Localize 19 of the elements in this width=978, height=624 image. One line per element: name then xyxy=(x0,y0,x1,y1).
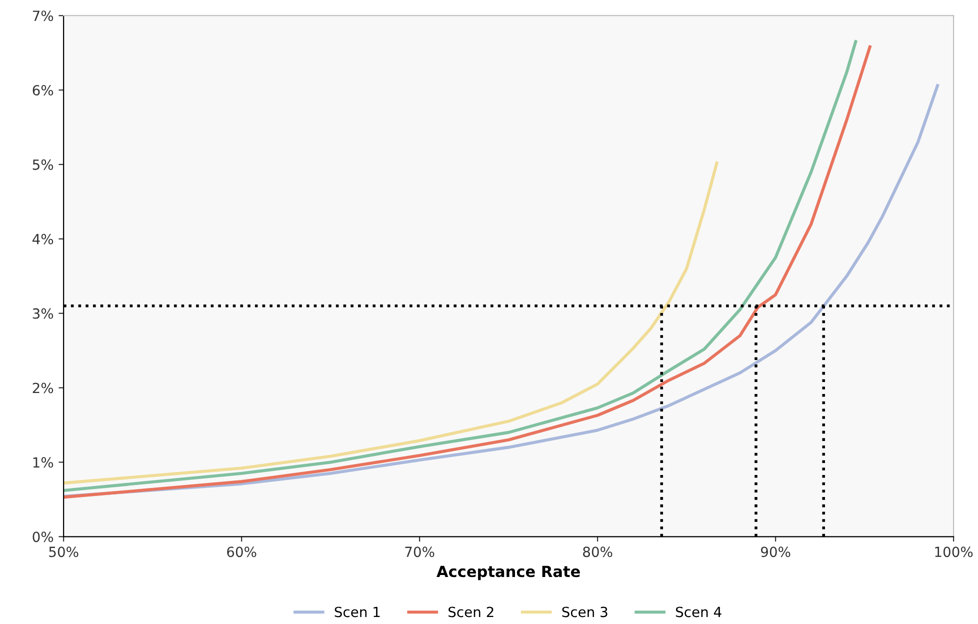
x-tick-label: 90% xyxy=(760,546,790,558)
y-tick-label: 3% xyxy=(32,308,54,319)
y-tick-label: 5% xyxy=(32,159,54,170)
x-axis-title: Acceptance Rate xyxy=(436,566,580,580)
x-tick-label: 70% xyxy=(405,546,434,558)
legend-label: Scen 2 xyxy=(448,606,494,618)
legend-label: Scen 4 xyxy=(676,606,722,618)
y-tick-label: 7% xyxy=(32,10,54,22)
y-tick-label: 0% xyxy=(32,532,54,542)
x-tick-label: 100% xyxy=(935,546,973,558)
x-tick-label: 60% xyxy=(227,546,256,558)
y-tick-label: 2% xyxy=(32,382,54,394)
y-tick-label: 1% xyxy=(33,457,54,468)
y-tick-label: 6% xyxy=(32,85,54,96)
legend-label: Scen 3 xyxy=(562,606,608,618)
legend-label: Scen 1 xyxy=(334,606,380,618)
y-tick-label: 4% xyxy=(32,234,54,244)
x-tick-label: 50% xyxy=(49,546,78,558)
x-tick-label: 80% xyxy=(583,546,612,558)
